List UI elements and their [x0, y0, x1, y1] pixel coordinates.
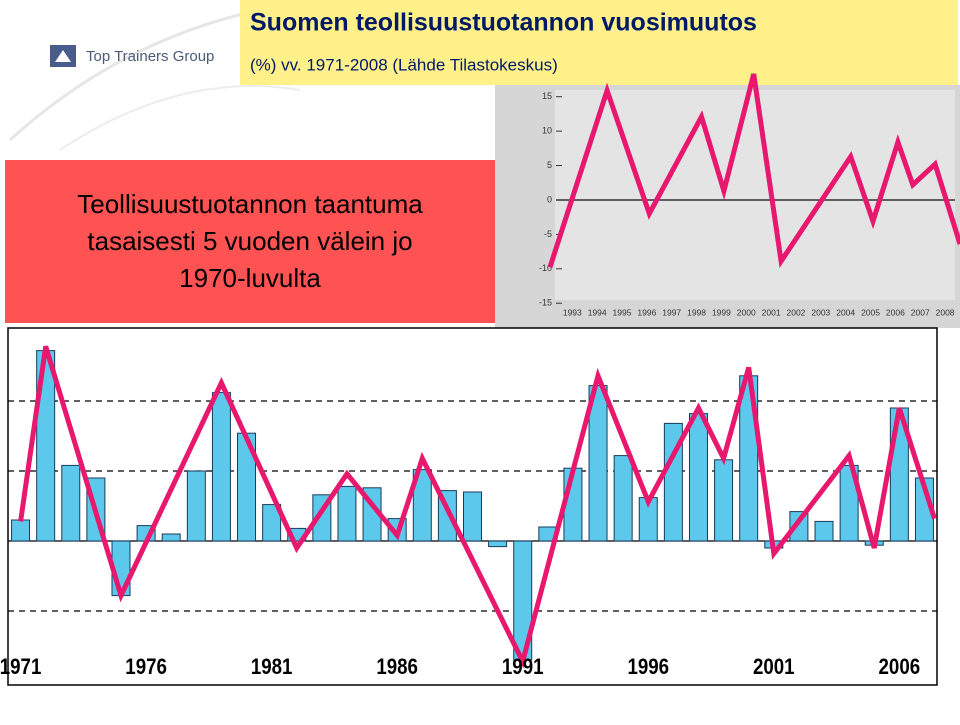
inset-x-tick-label: 1999: [712, 307, 731, 317]
inset-x-tick-label: 1998: [687, 307, 706, 317]
x-tick-label: 2001: [753, 655, 795, 679]
x-tick-label: 1976: [125, 655, 167, 679]
header-box: [240, 0, 958, 85]
bar: [186, 470, 206, 542]
bar: [488, 540, 508, 548]
callout-line: 1970-luvulta: [179, 263, 321, 293]
bar: [613, 455, 633, 542]
subtitle: (%) vv. 1971-2008 (Lähde Tilastokeskus): [250, 55, 558, 74]
bar: [714, 459, 734, 542]
bar: [337, 485, 357, 542]
bar: [11, 519, 31, 542]
bar: [588, 385, 608, 542]
bar: [61, 464, 81, 542]
bar: [262, 504, 282, 542]
inset-x-tick-label: 1994: [588, 307, 607, 317]
inset-x-tick-label: 1997: [662, 307, 681, 317]
inset-x-tick-label: 2005: [861, 307, 880, 317]
inset-x-tick-label: 2006: [886, 307, 905, 317]
bar: [463, 491, 482, 542]
inset-plot: [555, 90, 955, 300]
inset-x-tick-label: 2002: [787, 307, 806, 317]
x-tick-label: 1986: [376, 655, 418, 679]
trend-line: [547, 73, 960, 269]
x-tick-label: 2006: [879, 655, 921, 679]
bar: [161, 533, 181, 542]
inset-y-tick-label: 10: [542, 125, 552, 135]
bar: [814, 520, 834, 542]
inset-x-tick-label: 2001: [762, 307, 781, 317]
decor-arc: [59, 85, 301, 151]
bar: [663, 422, 683, 542]
trend-line: [18, 345, 937, 669]
inset-y-tick-label: -5: [544, 229, 552, 239]
bar: [688, 413, 708, 542]
inset-x-tick-label: 2007: [911, 307, 930, 317]
inset-y-tick-label: 5: [547, 160, 552, 170]
inset-chart: 15 10 5 0 -5 -10 -15 1993 1994 1995 1996 1997 1998 19…: [495, 85, 960, 328]
logo: Top Trainers Group: [50, 45, 214, 67]
inset-y-tick-label: -10: [539, 263, 552, 273]
bar: [211, 392, 231, 542]
callout-line: Teollisuustuotannon taantuma: [77, 189, 423, 219]
bar: [839, 464, 859, 542]
x-tick-label: 1971: [0, 655, 41, 679]
title: Suomen teollisuustuotannon vuosimuutos: [250, 9, 757, 37]
main-chart: 1971 1976 1981 1986 1991 1996 2001 2006: [0, 327, 938, 686]
inset-x-tick-label: 2008: [936, 307, 955, 317]
x-tick-label: 1981: [251, 655, 293, 679]
callout-line: tasaisesti 5 vuoden välein jo: [87, 226, 412, 256]
decor-arc: [8, 8, 261, 142]
x-tick-label: 1996: [627, 655, 669, 679]
inset-x-tick-label: 1996: [637, 307, 656, 317]
inset-x-tick-label: 2000: [737, 307, 756, 317]
bar: [412, 469, 432, 542]
inset-x-tick-label: 2003: [811, 307, 830, 317]
inset-y-tick-label: 0: [547, 194, 552, 204]
inset-x-tick-label: 1993: [563, 307, 582, 317]
logo-icon-mark: [55, 50, 71, 62]
inset-x-tick-label: 1995: [613, 307, 632, 317]
inset-y-tick-label: -15: [539, 298, 552, 308]
inset-x-tick-label: 2004: [836, 307, 855, 317]
logo-text: Top Trainers Group: [86, 48, 214, 65]
callout-box: [5, 160, 495, 323]
x-tick-label: 1991: [502, 655, 544, 679]
inset-y-tick-label: 15: [542, 91, 552, 101]
